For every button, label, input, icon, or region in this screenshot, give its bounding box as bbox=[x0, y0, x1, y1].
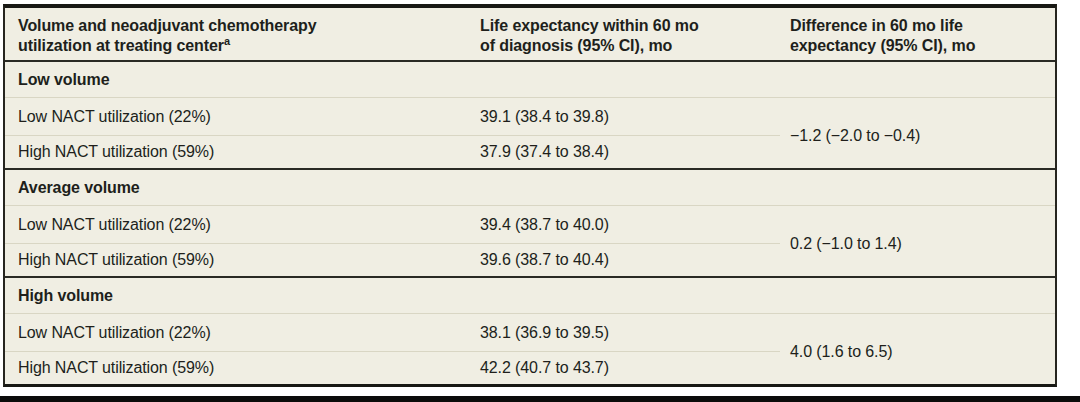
header-life-expectancy: Life expectancy within 60 mo of diagnosi… bbox=[480, 8, 780, 60]
header-volume-nact: Volume and neoadjuvant chemotherapy util… bbox=[5, 8, 480, 60]
row-group-cell: Low NACT utilization (22%) bbox=[5, 98, 480, 136]
life-expectancy-cell: 39.4 (38.7 to 40.0) bbox=[480, 206, 780, 244]
header-volume-nact-line1: Volume and neoadjuvant chemotherapy bbox=[18, 16, 480, 36]
header-difference: Difference in 60 mo life expectancy (95%… bbox=[780, 8, 1055, 60]
header-difference-line1: Difference in 60 mo life bbox=[790, 16, 1055, 36]
difference-cell: 4.0 (1.6 to 6.5) bbox=[780, 314, 1055, 384]
row-group-cell: Low NACT utilization (22%) bbox=[5, 206, 480, 244]
section-label: Low volume bbox=[5, 62, 1055, 98]
row-group-cell: Low NACT utilization (22%) bbox=[5, 314, 480, 352]
footnote-a-mark: a bbox=[224, 35, 230, 47]
row-group-cell: High NACT utilization (59%) bbox=[5, 244, 480, 276]
outcome-table: Volume and neoadjuvant chemotherapy util… bbox=[3, 4, 1057, 387]
life-expectancy-cell: 39.1 (38.4 to 39.8) bbox=[480, 98, 780, 136]
row-group-cell: High NACT utilization (59%) bbox=[5, 352, 480, 384]
section-body: Low NACT utilization (22%) 39.1 (38.4 to… bbox=[5, 98, 1055, 168]
section-body: Low NACT utilization (22%) 39.4 (38.7 to… bbox=[5, 206, 1055, 276]
section-average-volume: Average volume Low NACT utilization (22%… bbox=[5, 170, 1055, 278]
life-expectancy-cell: 38.1 (36.9 to 39.5) bbox=[480, 314, 780, 352]
life-expectancy-cell: 37.9 (37.4 to 38.4) bbox=[480, 136, 780, 168]
header-volume-nact-line2: utilization at treating centera bbox=[18, 36, 480, 56]
difference-cell: 0.2 (−1.0 to 1.4) bbox=[780, 206, 1055, 276]
life-expectancy-cell: 42.2 (40.7 to 43.7) bbox=[480, 352, 780, 384]
header-life-expectancy-line2: of diagnosis (95% CI), mo bbox=[480, 36, 780, 56]
difference-cell: −1.2 (−2.0 to −0.4) bbox=[780, 98, 1055, 168]
section-high-volume: High volume Low NACT utilization (22%) 3… bbox=[5, 278, 1055, 384]
header-life-expectancy-line1: Life expectancy within 60 mo bbox=[480, 16, 780, 36]
section-label: Average volume bbox=[5, 170, 1055, 206]
header-difference-line2: expectancy (95% CI), mo bbox=[790, 36, 1055, 56]
section-low-volume: Low volume Low NACT utilization (22%) 39… bbox=[5, 62, 1055, 170]
figure-table-canvas: Volume and neoadjuvant chemotherapy util… bbox=[0, 0, 1080, 402]
life-expectancy-cell: 39.6 (38.7 to 40.4) bbox=[480, 244, 780, 276]
bottom-black-band bbox=[0, 396, 1080, 402]
section-body: Low NACT utilization (22%) 38.1 (36.9 to… bbox=[5, 314, 1055, 384]
table-header-row: Volume and neoadjuvant chemotherapy util… bbox=[5, 8, 1055, 62]
row-group-cell: High NACT utilization (59%) bbox=[5, 136, 480, 168]
section-label: High volume bbox=[5, 278, 1055, 314]
